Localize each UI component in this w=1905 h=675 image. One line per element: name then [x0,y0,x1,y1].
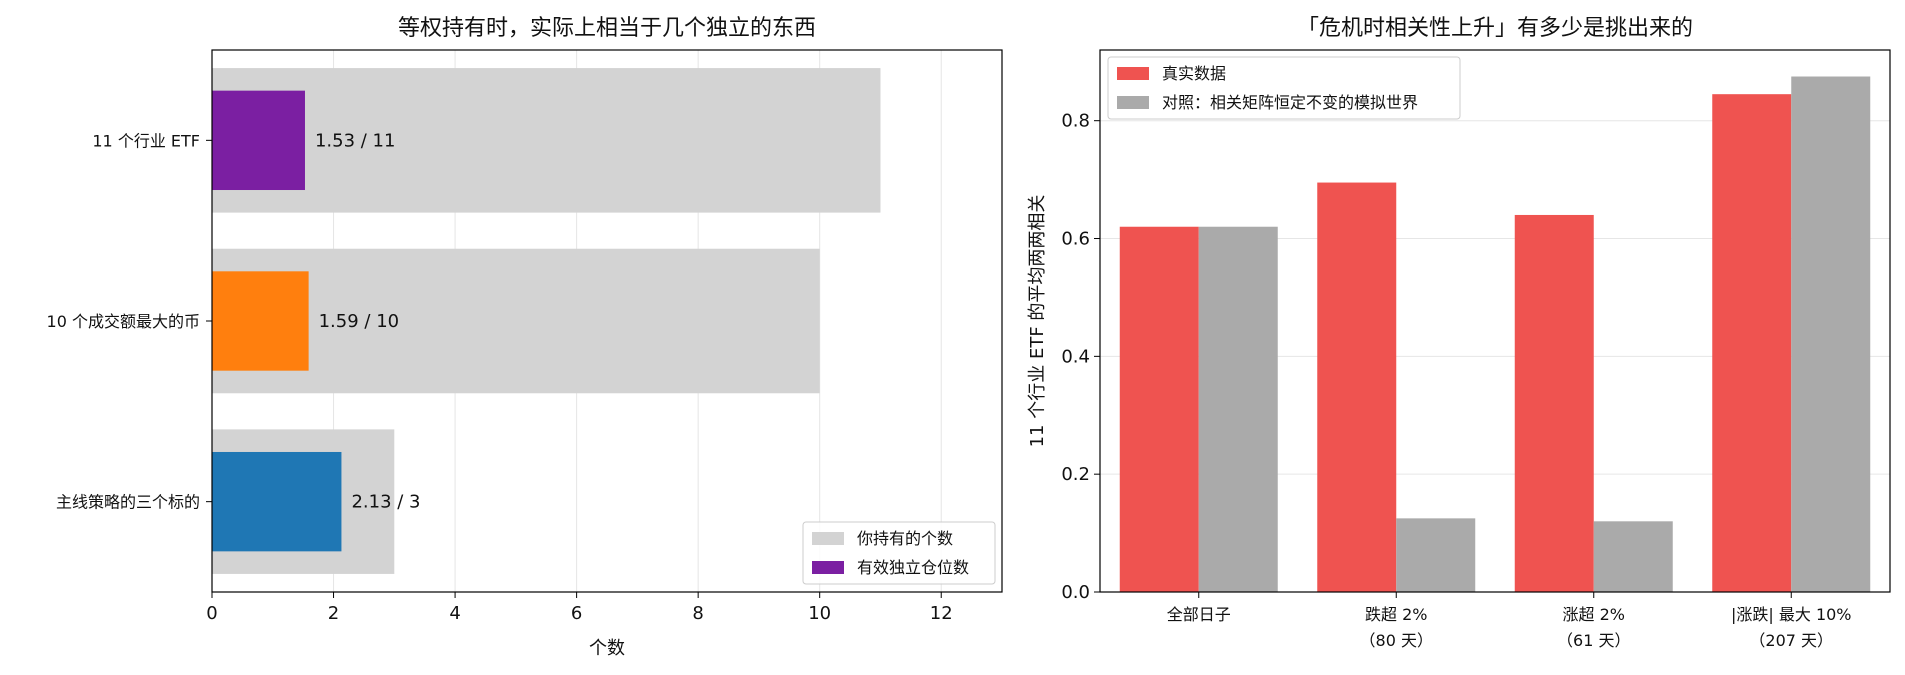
y-tick-label: 主线策略的三个标的 [56,493,200,512]
legend-label-control: 对照：相关矩阵恒定不变的模拟世界 [1162,93,1418,112]
y-tick-label: 10 个成交额最大的币 [47,312,200,331]
left-legend-box [802,521,996,585]
left-legend: 你持有的个数 有效独立仓位数 [802,521,996,585]
x-tick-label: 10 [808,603,831,624]
legend-swatch-real [1117,67,1149,80]
bar-control [1396,518,1476,592]
x-tick-label: 0 [206,603,217,624]
legend-swatch-effective [812,561,844,574]
x-tick-label: 4 [449,603,460,624]
bar-real [1712,94,1792,592]
bar-real [1119,226,1199,592]
y-tick-label: 0.8 [1061,111,1090,132]
data-label: 2.13 / 3 [351,492,420,513]
legend-swatch-held [812,532,844,545]
bar-control [1791,76,1871,593]
y-tick-label: 0.4 [1061,346,1090,367]
right-chart-title: 「危机时相关性上升」有多少是挑出来的 [1297,16,1693,41]
x-tick-label: （207 天） [1749,631,1833,650]
x-tick-label: （80 天） [1360,631,1433,650]
x-tick-label: （61 天） [1557,631,1630,650]
legend-swatch-control [1117,96,1149,109]
x-tick-label: 涨超 2% [1563,605,1625,624]
data-label: 1.53 / 11 [315,130,396,151]
bar-effective [212,271,309,371]
legend-label-held: 你持有的个数 [857,529,953,548]
right-legend-box [1107,56,1461,120]
bar-held [212,68,881,213]
left-data-labels: 1.53 / 11 1.59 / 10 2.13 / 3 [315,130,421,512]
bar-effective [212,90,305,191]
legend-label-real: 真实数据 [1162,64,1226,83]
y-tick-label: 0.6 [1061,229,1090,250]
left-x-axis-label: 个数 [589,638,625,659]
x-tick-label: 跌超 2% [1365,605,1427,624]
right-legend: 真实数据 对照：相关矩阵恒定不变的模拟世界 [1107,56,1461,120]
right-panel: 0.0 0.2 0.4 0.6 0.8 全部日子 跌超 2% （80 天） 涨超 2% （61 … [1027,16,1891,650]
bar-control [1198,226,1278,592]
x-tick-label: 6 [571,603,582,624]
x-tick-label: |涨跌| 最大 10% [1731,605,1852,624]
right-y-axis-label: 11 个行业 ETF 的平均两两相关 [1027,195,1048,448]
bar-held [212,248,820,394]
left-panel: 1.53 / 11 1.59 / 10 2.13 / 3 0 2 4 6 8 10 12 11 … [47,16,1003,659]
y-tick-label: 0.2 [1061,464,1090,485]
y-tick-label: 0.0 [1061,582,1090,603]
bar-control [1593,521,1673,592]
right-bars [1119,76,1871,593]
right-plot-frame [1099,49,1891,593]
x-tick-label: 全部日子 [1167,605,1231,624]
bar-effective [212,451,342,552]
x-tick-label: 8 [692,603,703,624]
left-x-ticks: 0 2 4 6 8 10 12 [206,592,953,624]
right-y-ticks: 0.0 0.2 0.4 0.6 0.8 [1061,111,1100,603]
data-label: 1.59 / 10 [319,311,400,332]
left-bars [212,68,881,574]
bar-real [1514,214,1594,592]
y-tick-label: 11 个行业 ETF [92,131,200,150]
x-tick-label: 2 [328,603,339,624]
right-x-ticks: 全部日子 跌超 2% （80 天） 涨超 2% （61 天） |涨跌| 最大 10% （20… [1167,592,1852,650]
left-chart-title: 等权持有时，实际上相当于几个独立的东西 [398,16,816,41]
legend-label-effective: 有效独立仓位数 [857,558,969,577]
x-tick-label: 12 [930,603,953,624]
bar-real [1317,182,1397,592]
